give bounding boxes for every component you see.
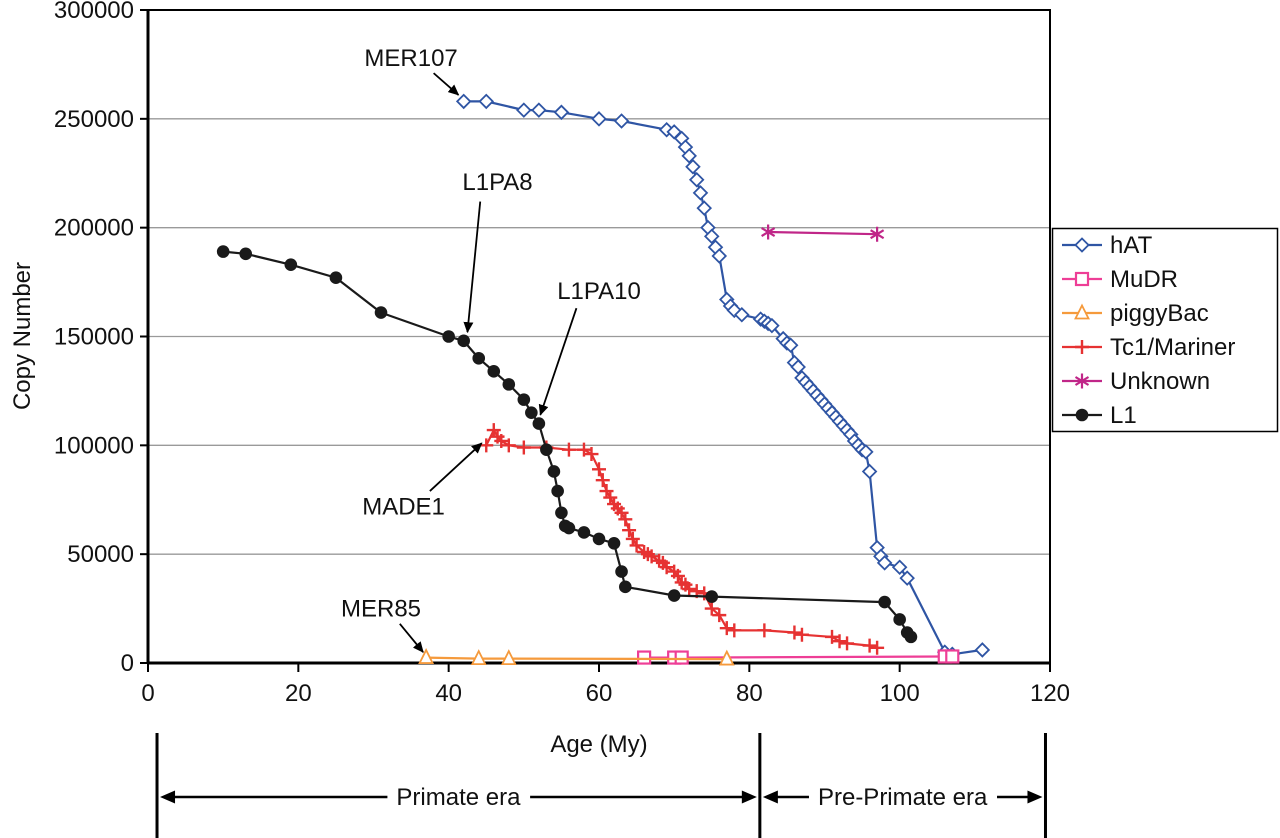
era-pre-primate-era: Pre-Primate era: [762, 784, 1043, 811]
annotation-label: L1PA10: [557, 278, 641, 305]
y-tick-label: 0: [121, 650, 134, 677]
legend: hAT MuDR piggyBac Tc1/Mariner Unknown L1: [1051, 227, 1279, 433]
annotation-l1pa10: L1PA10: [538, 278, 641, 416]
series-tc1-mariner: [479, 423, 885, 655]
data-series: [216, 93, 991, 666]
annotation-label: MADE1: [362, 493, 445, 520]
annotation-arrow: [399, 623, 424, 653]
legend-label: piggyBac: [1110, 300, 1209, 327]
axes: 0 50000 100000 150000 200000 250000 300000 0 20 4…: [54, 0, 1070, 707]
series-line: [426, 656, 727, 661]
series-piggybac: [418, 648, 735, 666]
era-axis: Primate era Pre-Primate era: [155, 733, 1047, 838]
x-tick-label: 120: [1030, 680, 1070, 707]
x-tick-label: 20: [285, 680, 312, 707]
series-l1: [216, 245, 918, 644]
x-tick-label: 60: [586, 680, 613, 707]
gridlines: [148, 118, 1050, 555]
annotation-mer107: MER107: [364, 45, 460, 96]
x-axis-title: Age (My): [550, 731, 647, 758]
annotation-arrow: [429, 442, 483, 492]
legend-item-unknown: Unknown: [1062, 368, 1210, 395]
legend-box: [1051, 227, 1279, 433]
series-unknown: [761, 224, 885, 242]
series-mudr: [636, 649, 960, 665]
series-hat: [455, 93, 991, 663]
x-tick-label: 80: [736, 680, 763, 707]
y-tick-label: 200000: [54, 215, 134, 242]
legend-label: hAT: [1110, 232, 1153, 259]
legend-label: L1: [1110, 402, 1137, 429]
legend-item-hat: hAT: [1062, 232, 1153, 259]
y-tick-label: 150000: [54, 324, 134, 351]
legend-label: Tc1/Mariner: [1110, 334, 1235, 361]
series-line: [768, 230, 878, 236]
y-axis-title: Copy Number: [9, 262, 36, 410]
annotation-arrow: [463, 201, 482, 334]
annotation-label: L1PA8: [462, 169, 532, 196]
era-label: Pre-Primate era: [818, 784, 988, 811]
legend-label: MuDR: [1110, 266, 1178, 293]
x-tick-label: 40: [435, 680, 462, 707]
legend-item-tc1-mariner: Tc1/Mariner: [1062, 334, 1235, 361]
annotation-made1: MADE1: [362, 442, 483, 520]
legend-item-mudr: MuDR: [1062, 266, 1178, 293]
legend-item-l1: L1: [1062, 402, 1137, 429]
series-line: [485, 427, 878, 649]
annotations: MER107 L1PA8 L1PA10 MADE1 MER85: [341, 45, 641, 653]
annotation-l1pa8: L1PA8: [462, 169, 533, 334]
era-primate-era: Primate era: [160, 784, 757, 811]
annotation-arrow: [433, 72, 460, 96]
series-line: [223, 250, 912, 638]
series-line: [463, 100, 983, 656]
era-label: Primate era: [396, 784, 521, 811]
annotation-label: MER85: [341, 596, 421, 623]
series-line: [644, 655, 953, 659]
x-tick-label: 100: [880, 680, 920, 707]
y-tick-label: 250000: [54, 106, 134, 133]
y-tick-label: 300000: [54, 0, 134, 24]
annotation-arrow: [538, 307, 578, 416]
legend-item-piggybac: piggyBac: [1062, 300, 1209, 327]
x-tick-label: 0: [141, 680, 154, 707]
annotation-label: MER107: [364, 45, 457, 72]
legend-label: Unknown: [1110, 368, 1210, 395]
y-tick-label: 100000: [54, 432, 134, 459]
annotation-mer85: MER85: [341, 596, 424, 653]
y-tick-label: 50000: [67, 541, 134, 568]
